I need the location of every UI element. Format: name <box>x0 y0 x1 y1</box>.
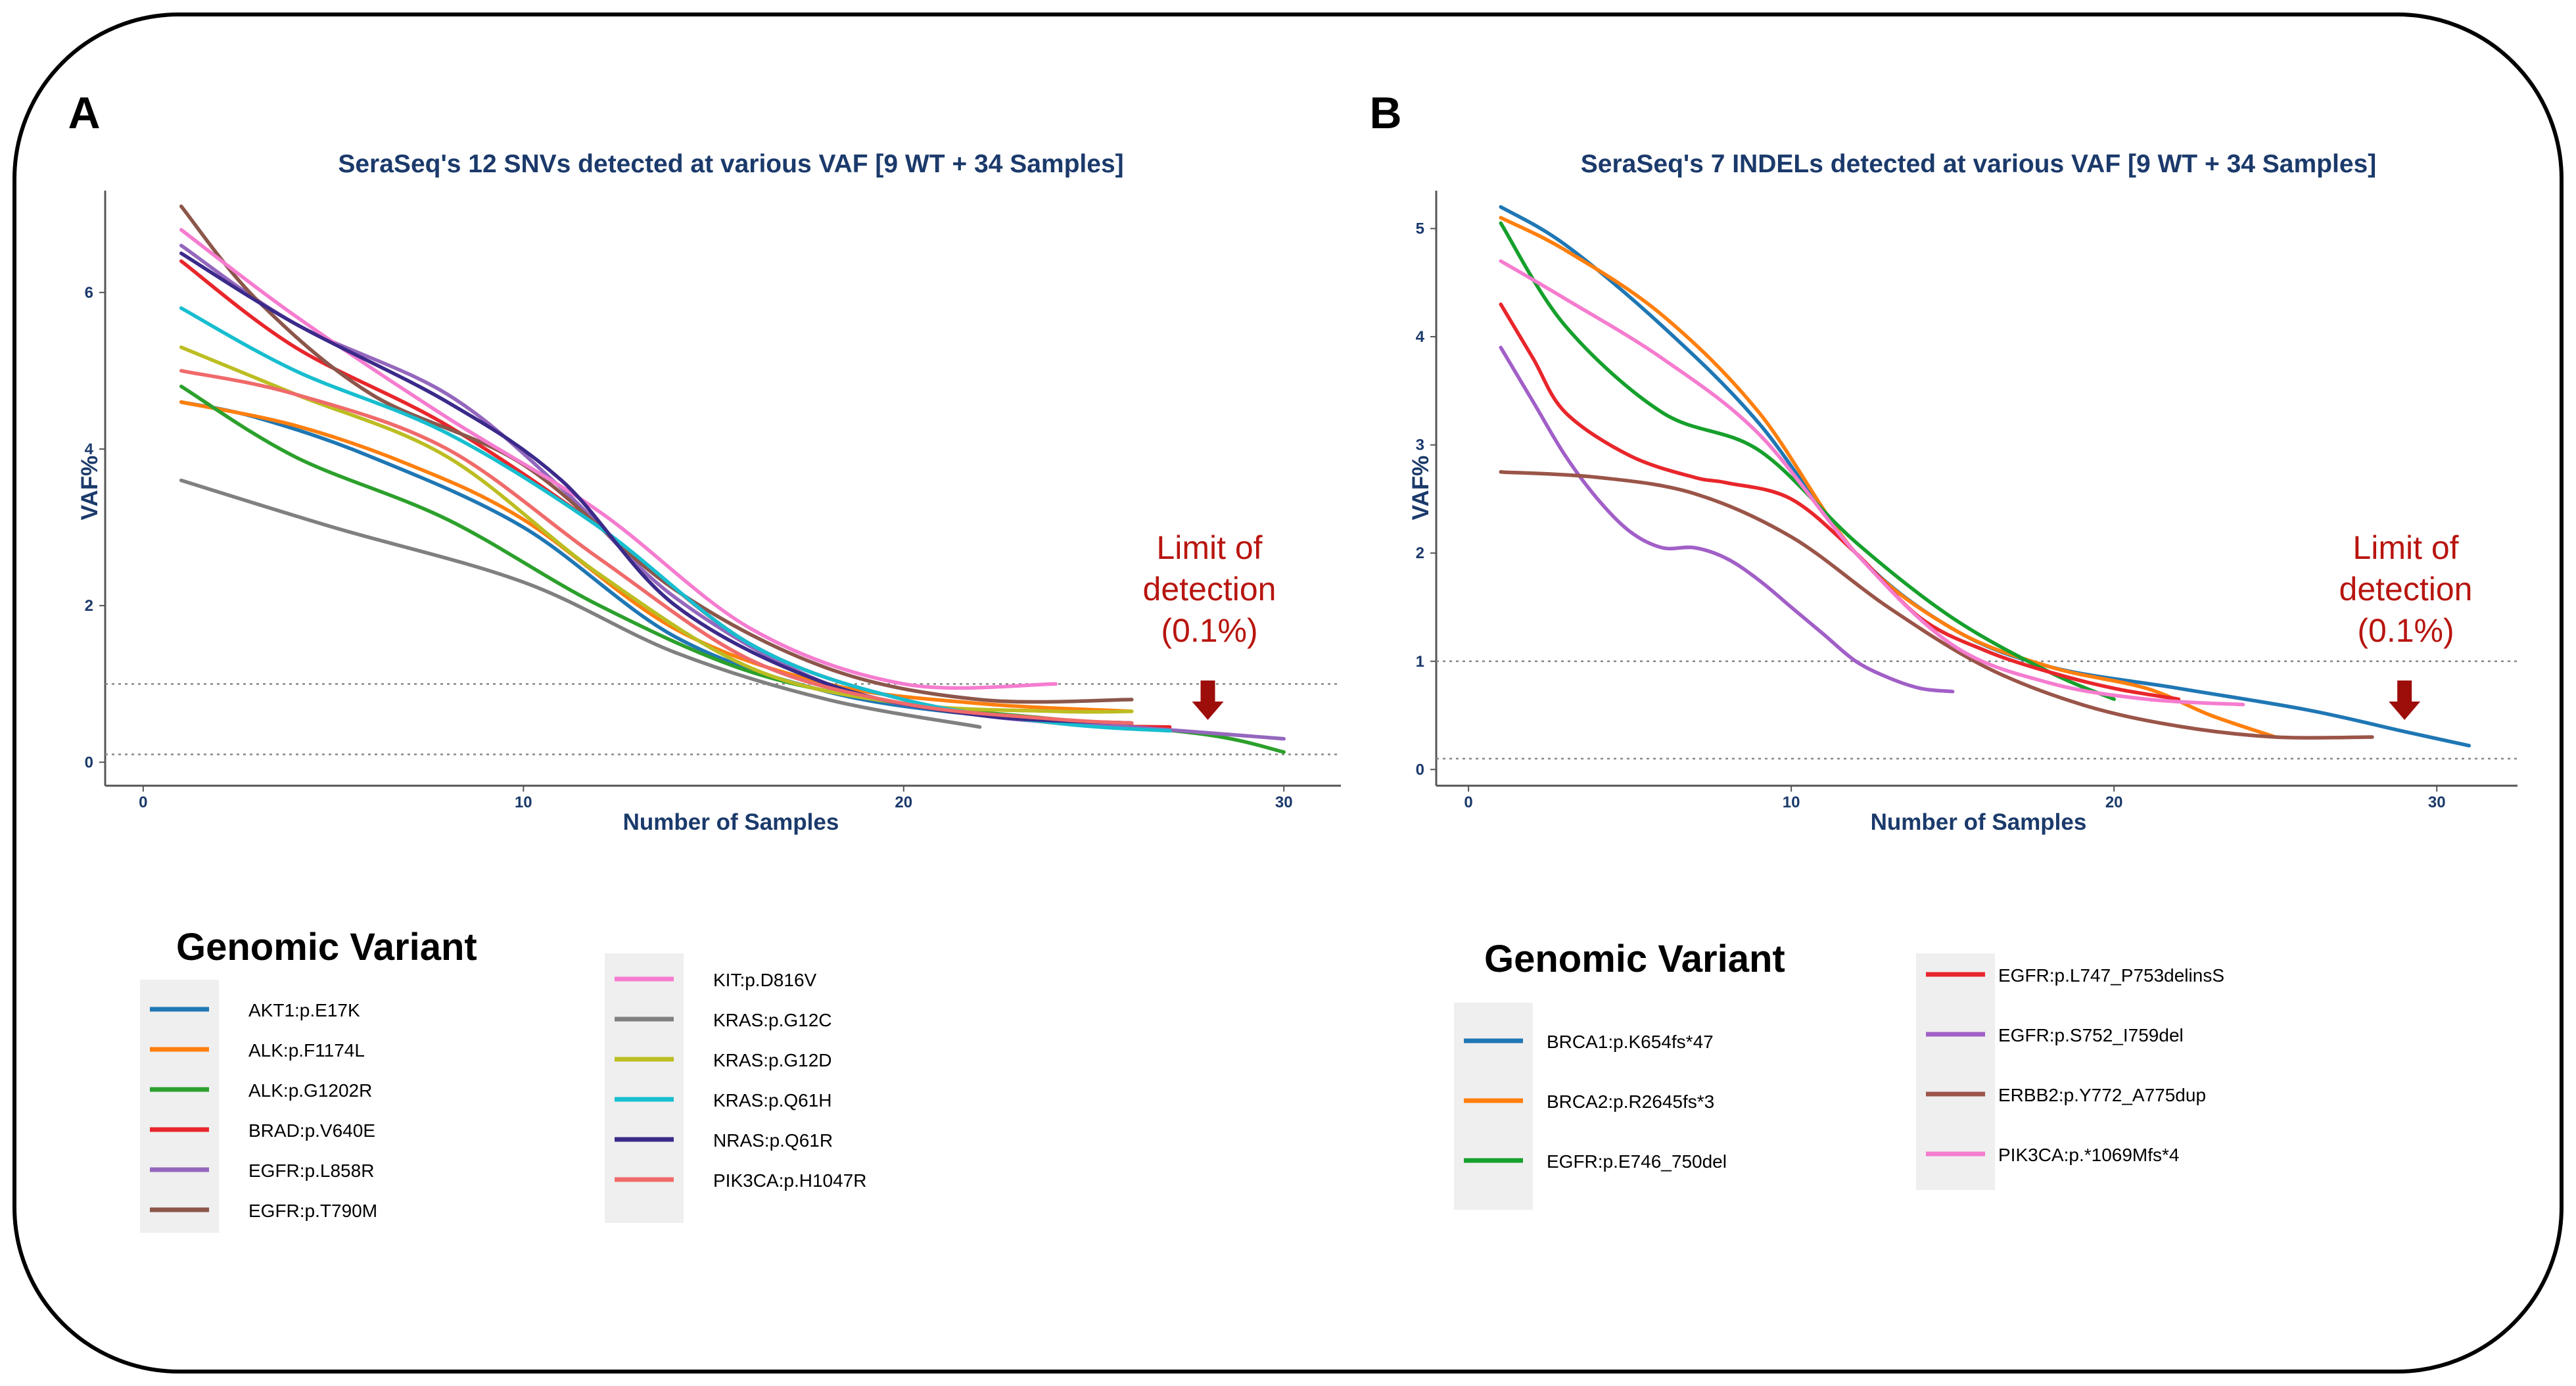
panel-a-limit-of-detection-text: detection <box>1143 571 1276 608</box>
panel-a-legend-label-kit-p-d816v: KIT:p.D816V <box>713 970 817 990</box>
panel-a-series-kras-p-g12d <box>179 345 1134 714</box>
panel-b-legend-label-brca2-p-r2645fs-3: BRCA2:p.R2645fs*3 <box>1547 1091 1714 1112</box>
panel-a-series-alk-p-f1174l <box>179 400 1134 713</box>
panel-a-y-tick-label: 0 <box>85 753 93 771</box>
panel-b-legend-label-erbb2-p-y772-a775dup: ERBB2:p.Y772_A775dup <box>1998 1085 2206 1105</box>
panel-b-x-axis-label: Number of Samples <box>1871 809 2087 835</box>
panel-a-x-tick-label: 30 <box>1275 794 1293 811</box>
panel-a-limit-of-detection-arrow <box>1192 681 1224 720</box>
panel-b-y-tick-label: 1 <box>1416 653 1424 671</box>
panel-b-chart-title: SeraSeq's 7 INDELs detected at various V… <box>1581 150 2376 178</box>
panel-b-y-axis-label: VAF% <box>1408 456 1434 521</box>
panel-b-limit-of-detection-text: (0.1%) <box>2357 612 2454 649</box>
panel-b-x-tick-label: 30 <box>2428 794 2446 811</box>
panel-b-y-tick-label: 0 <box>1416 761 1424 778</box>
panel-b-series-pik3ca-p-1069mfs-4 <box>1499 259 2245 707</box>
panel-a-legend-label-egfr-p-l858r: EGFR:p.L858R <box>248 1160 374 1181</box>
panel-b-legend-label-egfr-p-l747-p753delinss: EGFR:p.L747_P753delinsS <box>1998 965 2224 986</box>
panel-a-series-kras-p-g12c <box>179 478 982 729</box>
panel-b-limit-of-detection-arrow <box>2389 681 2421 720</box>
panel-b-legend-label-brca1-p-k654fs-47: BRCA1:p.K654fs*47 <box>1547 1032 1714 1052</box>
panel-b-x-tick-label: 20 <box>2105 794 2123 811</box>
panel-a-x-axis-label: Number of Samples <box>623 809 839 835</box>
panel-b-series-erbb2-p-y772-a775dup <box>1499 470 2374 740</box>
panel-a-y-tick-label: 4 <box>85 441 94 458</box>
panel-a-legend-label-brad-p-v640e: BRAD:p.V640E <box>248 1120 375 1141</box>
panel-a-chart-title: SeraSeq's 12 SNVs detected at various VA… <box>338 150 1123 178</box>
panel-a-series-egfr-p-l858r <box>179 243 1286 741</box>
panel-b-y-tick-label: 3 <box>1416 437 1424 454</box>
panel-b-legend-title: Genomic Variant <box>1484 938 1785 980</box>
panel-a-legend-label-alk-p-f1174l: ALK:p.F1174L <box>248 1040 365 1061</box>
panel-b-limit-of-detection-text: Limit of <box>2353 529 2458 566</box>
panel-b-legend-label-egfr-p-e746-750del: EGFR:p.E746_750del <box>1547 1151 1727 1172</box>
panel-a-y-tick-label: 2 <box>85 597 93 615</box>
panel-b-series-egfr-p-e746-750del <box>1499 221 2116 702</box>
panel-a-series-nras-p-q61r <box>179 251 1134 725</box>
panel-a-series-akt1-p-e17k <box>179 400 1134 729</box>
panel-b-series-egfr-p-s752-i759del <box>1499 345 1955 694</box>
panel-a-legend-label-pik3ca-p-h1047r: PIK3CA:p.H1047R <box>713 1170 866 1191</box>
panel-a-legend-label-kras-p-g12d: KRAS:p.G12D <box>713 1050 832 1070</box>
panel-b-letter: B <box>1369 88 1401 138</box>
panel-b-series-egfr-p-l747-p753delinss <box>1499 302 2181 702</box>
panel-b-x-tick-label: 10 <box>1783 794 1800 811</box>
panel-b-y-tick-label: 5 <box>1416 220 1424 238</box>
panel-a-letter: A <box>68 88 100 138</box>
panel-b-legend-key-background <box>1916 953 1995 1190</box>
panel-a-legend-label-kras-p-g12c: KRAS:p.G12C <box>713 1010 832 1030</box>
panel-b-legend-key-background <box>1454 1003 1533 1210</box>
panel-a-limit-of-detection-text: (0.1%) <box>1161 612 1257 649</box>
panel-a-legend-label-egfr-p-t790m: EGFR:p.T790M <box>248 1201 377 1221</box>
panel-a-y-tick-label: 6 <box>85 284 93 302</box>
panel-b-y-tick-label: 4 <box>1416 328 1425 346</box>
panel-b: B SeraSeq's 7 INDELs detected at various … <box>1369 88 2517 1210</box>
panel-b-legend-label-pik3ca-p-1069mfs-4: PIK3CA:p.*1069Mfs*4 <box>1998 1145 2180 1165</box>
figure-frame <box>12 12 2564 1374</box>
panel-b-x-tick-label: 0 <box>1464 794 1472 811</box>
panel-b-legend-label-egfr-p-s752-i759del: EGFR:p.S752_I759del <box>1998 1025 2184 1045</box>
panel-b-limit-of-detection-text: detection <box>2339 571 2473 608</box>
panel-a-x-tick-label: 0 <box>139 794 147 811</box>
panel-a-legend-key-background <box>605 953 684 1223</box>
panel-a-legend-title: Genomic Variant <box>176 926 477 968</box>
panel-a-series-kras-p-q61h <box>179 306 1172 733</box>
panel-a-legend-label-kras-p-q61h: KRAS:p.Q61H <box>713 1090 832 1111</box>
panel-b-series-brca2-p-r2645fs-3 <box>1499 216 2278 739</box>
panel-a-series-pik3ca-p-h1047r <box>179 369 1134 725</box>
panel-b-y-tick-label: 2 <box>1416 544 1424 562</box>
panel-a-legend-key-background <box>140 980 219 1233</box>
panel-a-limit-of-detection-text: Limit of <box>1156 529 1262 566</box>
panel-a: A SeraSeq's 12 SNVs detected at various V… <box>68 88 1341 1233</box>
panel-a-legend-label-nras-p-q61r: NRAS:p.Q61R <box>713 1130 833 1151</box>
panel-a-legend-label-alk-p-g1202r: ALK:p.G1202R <box>248 1080 372 1101</box>
panel-a-x-tick-label: 10 <box>515 794 532 811</box>
panel-a-legend-label-akt1-p-e17k: AKT1:p.E17K <box>248 1000 360 1020</box>
panel-a-y-axis-label: VAF% <box>77 456 103 521</box>
panel-a-series-brad-p-v640e <box>179 259 1172 729</box>
panel-a-x-tick-label: 20 <box>895 794 912 811</box>
panel-a-series-kit-p-d816v <box>179 227 1058 690</box>
